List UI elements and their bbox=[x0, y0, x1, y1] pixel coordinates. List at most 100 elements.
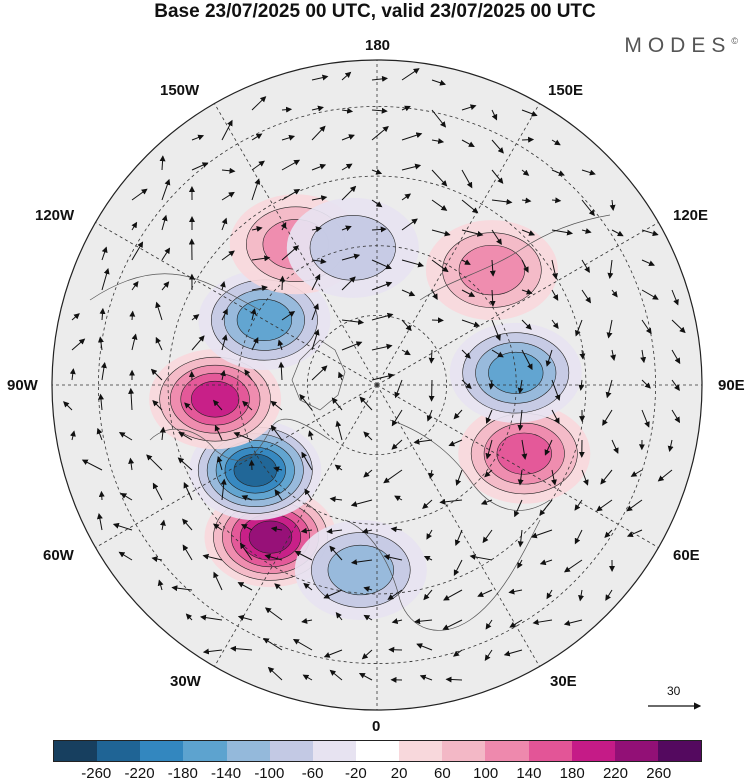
wind-arrow bbox=[270, 526, 283, 533]
wind-arrow bbox=[508, 588, 523, 595]
wind-arrow bbox=[281, 245, 299, 261]
colorbar-swatch bbox=[485, 741, 529, 761]
colorbar-tick-label: 180 bbox=[559, 765, 585, 782]
wind-arrow bbox=[359, 396, 373, 411]
wind-arrow bbox=[401, 259, 425, 268]
wind-arrow bbox=[671, 289, 679, 306]
wind-arrow bbox=[371, 373, 395, 381]
wind-arrow bbox=[301, 451, 313, 471]
wind-arrow bbox=[521, 259, 529, 273]
wind-arrow bbox=[294, 551, 313, 561]
lon-label-30w: 30W bbox=[170, 673, 201, 690]
wind-arrow bbox=[371, 343, 393, 351]
wind-arrow bbox=[182, 544, 193, 561]
wind-arrow bbox=[604, 529, 613, 538]
wind-arrow bbox=[171, 585, 193, 592]
colorbar-swatch bbox=[54, 741, 98, 761]
wind-arrow bbox=[341, 225, 352, 232]
wind-arrow bbox=[491, 319, 501, 341]
wind-arrow bbox=[341, 185, 357, 201]
wind-arrow bbox=[657, 469, 673, 482]
wind-arrow bbox=[311, 195, 328, 202]
wind-arrow bbox=[413, 438, 433, 445]
wind-arrow bbox=[596, 499, 613, 512]
wind-arrow bbox=[401, 349, 411, 356]
wind-arrow bbox=[431, 138, 445, 145]
wind-arrow bbox=[551, 259, 558, 280]
colorbar-swatch bbox=[442, 741, 486, 761]
wind-arrow bbox=[131, 188, 148, 201]
wind-arrow bbox=[358, 672, 373, 681]
colorbar-swatch bbox=[312, 741, 356, 761]
wind-arrow bbox=[251, 178, 261, 201]
wind-arrow bbox=[335, 420, 343, 441]
wind-arrow bbox=[329, 496, 343, 503]
colorbar-swatch bbox=[528, 741, 572, 761]
wind-arrow bbox=[185, 613, 193, 621]
wind-arrow bbox=[503, 649, 523, 657]
lon-label-60e: 60E bbox=[673, 547, 700, 564]
wind-arrow bbox=[371, 107, 388, 114]
wind-arrow bbox=[461, 349, 471, 359]
wind-arrow bbox=[270, 424, 283, 441]
wind-arrow bbox=[391, 618, 403, 624]
wind-arrow bbox=[323, 649, 343, 658]
wind-arrow bbox=[461, 104, 477, 111]
wind-arrow bbox=[341, 163, 353, 171]
wind-arrow bbox=[311, 329, 320, 351]
wind-arrow bbox=[469, 554, 493, 561]
wind-arrow bbox=[281, 106, 293, 113]
wind-arrow bbox=[630, 469, 643, 477]
lon-label-180: 180 bbox=[365, 37, 391, 54]
wind-arrow bbox=[157, 579, 164, 591]
wind-arrow bbox=[280, 222, 287, 231]
wind-arrow bbox=[99, 307, 106, 321]
meridian-line bbox=[376, 103, 540, 386]
lon-label-150w: 150W bbox=[160, 82, 200, 99]
wind-arrow bbox=[521, 349, 533, 371]
wind-arrow bbox=[242, 400, 253, 411]
wind-arrow bbox=[98, 490, 105, 501]
wind-arrow bbox=[81, 459, 103, 471]
wind-arrow bbox=[341, 253, 361, 261]
wind-arrow bbox=[213, 523, 223, 531]
lon-label-150e: 150E bbox=[548, 82, 584, 99]
wind-arrow bbox=[273, 466, 283, 473]
wind-arrow bbox=[361, 649, 373, 660]
wind-arrow bbox=[626, 499, 643, 512]
wind-arrow bbox=[641, 319, 652, 335]
wind-arrow bbox=[581, 228, 592, 234]
chart-title: Base 23/07/2025 00 UTC, valid 23/07/2025… bbox=[154, 1, 596, 22]
lon-label-60w: 60W bbox=[43, 547, 74, 564]
wind-arrow bbox=[200, 614, 223, 621]
wind-arrow bbox=[383, 469, 403, 484]
wind-arrow bbox=[281, 189, 301, 201]
wind-arrow bbox=[202, 648, 223, 655]
wind-arrow bbox=[371, 168, 383, 175]
wind-arrow bbox=[311, 74, 329, 81]
wind-arrow bbox=[221, 217, 228, 231]
wind-arrow bbox=[251, 96, 267, 111]
wind-arrow bbox=[191, 134, 205, 141]
wind-arrow bbox=[454, 529, 463, 546]
meridian-line bbox=[95, 222, 378, 386]
colorbar-swatch bbox=[183, 741, 227, 761]
wind-arrow bbox=[551, 379, 561, 401]
wind-arrow bbox=[517, 409, 524, 431]
wind-arrow bbox=[423, 589, 433, 601]
wind-arrow bbox=[607, 259, 614, 279]
anomaly-europe-low bbox=[294, 520, 427, 621]
wind-arrow bbox=[578, 589, 585, 602]
wind-arrow bbox=[394, 379, 403, 399]
wind-arrow bbox=[391, 439, 403, 450]
wind-arrow bbox=[426, 409, 433, 422]
map-border bbox=[51, 59, 703, 711]
wind-arrow bbox=[485, 409, 493, 424]
wind-arrow bbox=[371, 281, 393, 291]
wind-arrow bbox=[329, 545, 343, 561]
wind-arrow bbox=[326, 528, 343, 535]
wind-arrow bbox=[131, 280, 139, 291]
wind-arrow bbox=[610, 349, 617, 361]
wind-arrow bbox=[521, 169, 530, 176]
wind-arrow bbox=[281, 159, 301, 171]
